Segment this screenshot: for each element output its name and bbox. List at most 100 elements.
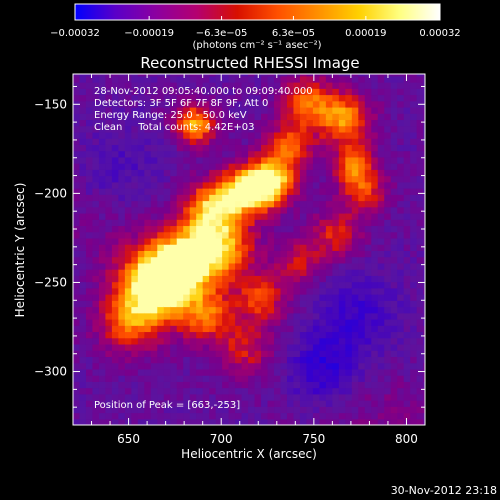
heatmap-cell xyxy=(196,138,204,145)
heatmap-cell xyxy=(183,362,191,370)
heatmap-cell xyxy=(105,356,113,364)
heatmap-cell xyxy=(410,281,418,289)
heatmap-cell xyxy=(118,156,126,164)
heatmap-cell xyxy=(163,387,171,395)
heatmap-cell xyxy=(215,125,223,133)
heatmap-cell xyxy=(137,144,145,152)
heatmap-cell xyxy=(176,74,184,77)
heatmap-cell xyxy=(423,381,425,389)
heatmap-cell xyxy=(371,206,379,214)
heatmap-cell xyxy=(235,362,243,370)
heatmap-cell xyxy=(410,300,418,308)
heatmap-cell xyxy=(222,225,230,233)
heatmap-cell xyxy=(215,406,223,414)
heatmap-cell xyxy=(124,331,132,339)
heatmap-cell xyxy=(73,150,81,158)
heatmap-cell xyxy=(131,312,139,320)
heatmap-cell xyxy=(286,237,295,245)
heatmap-cell xyxy=(241,400,249,407)
heatmap-cell xyxy=(312,119,320,127)
heatmap-cell xyxy=(390,206,398,214)
heatmap-cell xyxy=(150,275,158,283)
heatmap-cell xyxy=(183,225,191,233)
heatmap-cell xyxy=(267,113,275,121)
heatmap-cell xyxy=(209,400,217,407)
heatmap-cell xyxy=(351,406,359,414)
heatmap-cell xyxy=(351,206,359,214)
heatmap-cell xyxy=(73,406,81,414)
heatmap-cell xyxy=(79,100,87,108)
heatmap-cell xyxy=(79,356,87,364)
heatmap-cell xyxy=(111,356,119,364)
heatmap-cell xyxy=(98,212,107,220)
heatmap-cell xyxy=(111,219,119,227)
heatmap-cell xyxy=(397,312,405,320)
heatmap-cell xyxy=(377,250,385,258)
heatmap-cell xyxy=(144,131,152,139)
heatmap-cell xyxy=(325,362,333,370)
heatmap-cell xyxy=(338,337,346,345)
heatmap-cell xyxy=(390,169,398,177)
heatmap-cell xyxy=(306,206,314,214)
heatmap-cell xyxy=(98,188,107,195)
heatmap-cell xyxy=(384,287,392,295)
heatmap-cell xyxy=(98,287,107,295)
heatmap-cell xyxy=(124,206,132,214)
heatmap-cell xyxy=(92,387,100,395)
heatmap-cell xyxy=(254,387,262,395)
y-axis-tick-labels: −150−200−250−300 xyxy=(34,97,67,378)
heatmap-cell xyxy=(351,131,359,139)
heatmap-cell xyxy=(319,368,327,376)
heatmap-cell xyxy=(319,250,327,258)
heatmap-cell xyxy=(150,212,158,220)
heatmap-cell xyxy=(248,412,256,420)
heatmap-cell xyxy=(325,375,333,382)
heatmap-cell xyxy=(306,244,314,251)
colorbar-tick-label: 0.00032 xyxy=(419,28,460,39)
heatmap-cell xyxy=(293,106,301,114)
heatmap-cell xyxy=(332,212,340,220)
heatmap-cell xyxy=(351,188,359,195)
heatmap-cell xyxy=(209,281,217,289)
heatmap-cell xyxy=(261,206,269,214)
heatmap-cell xyxy=(92,206,100,214)
heatmap-cell xyxy=(403,262,411,270)
heatmap-cell xyxy=(384,300,392,308)
heatmap-cell xyxy=(397,393,405,401)
heatmap-cell xyxy=(144,125,152,133)
heatmap-cell xyxy=(306,200,314,208)
heatmap-cell xyxy=(403,200,411,208)
heatmap-cell xyxy=(299,225,308,233)
heatmap-cell xyxy=(150,119,158,127)
heatmap-cell xyxy=(228,138,236,145)
heatmap-cell xyxy=(202,269,210,276)
heatmap-cell xyxy=(351,312,359,320)
heatmap-cell xyxy=(364,356,372,364)
heatmap-cell xyxy=(150,412,158,420)
heatmap-cell xyxy=(98,331,107,339)
heatmap-cell xyxy=(293,325,301,333)
heatmap-cell xyxy=(306,175,314,183)
heatmap-cell xyxy=(274,138,282,145)
heatmap-cell xyxy=(280,100,288,108)
heatmap-cell xyxy=(410,244,418,251)
heatmap-cell xyxy=(196,75,204,83)
heatmap-cell xyxy=(364,131,372,139)
heatmap-cell xyxy=(79,281,87,289)
heatmap-cell xyxy=(371,175,379,183)
heatmap-cell xyxy=(241,156,249,164)
heatmap-cell xyxy=(274,150,282,158)
heatmap-cell xyxy=(92,375,100,382)
heatmap-cell xyxy=(312,131,320,139)
heatmap-cell xyxy=(416,82,424,89)
heatmap-cell xyxy=(118,113,126,121)
heatmap-cell xyxy=(170,119,178,127)
heatmap-cell xyxy=(306,150,314,158)
heatmap-cell xyxy=(209,119,217,127)
heatmap-cell xyxy=(209,350,217,358)
heatmap-cell xyxy=(286,300,295,308)
heatmap-cell xyxy=(248,82,256,89)
heatmap-cell xyxy=(358,294,366,301)
heatmap-cell xyxy=(319,381,327,389)
heatmap-cell xyxy=(423,393,425,401)
